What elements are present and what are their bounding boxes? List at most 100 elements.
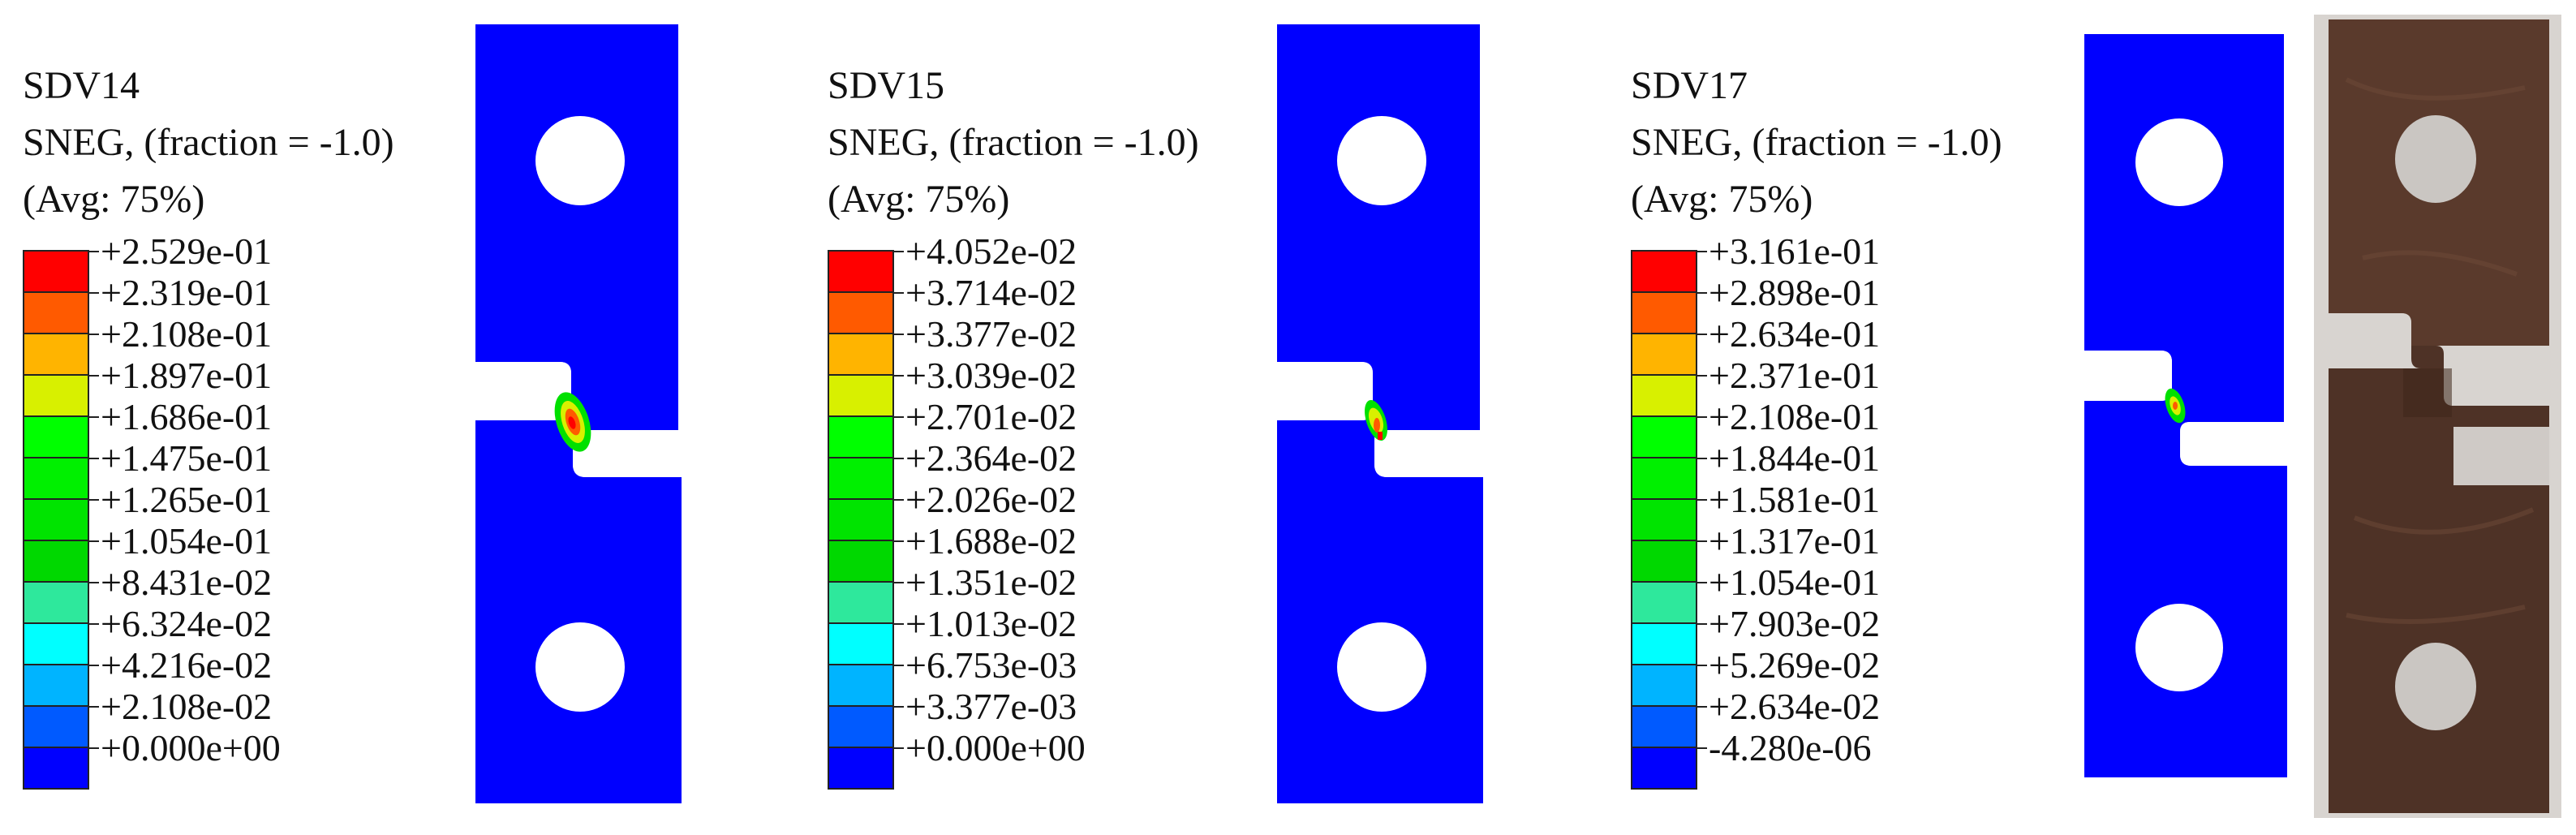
legend-averaging: (Avg: 75%)	[828, 178, 1010, 221]
colorbar-tick-label: +4.052e-02	[905, 230, 1077, 272]
colorbar-tick-mark	[1696, 334, 1707, 335]
colorbar-tick-mark	[892, 458, 904, 459]
colorbar-band	[24, 583, 88, 624]
colorbar-band	[1632, 458, 1696, 500]
lower-pin-hole	[2135, 604, 2223, 691]
colorbar-band	[1632, 541, 1696, 583]
lower-pin-hole	[535, 622, 625, 712]
notch-gap	[1374, 430, 1483, 477]
upper-bolt-hole	[2395, 115, 2476, 203]
colorbar-tick-label: +0.000e+00	[905, 727, 1086, 768]
damage-hotspot	[2165, 388, 2186, 424]
colorbar-tick-label: +2.371e-01	[1709, 355, 1881, 396]
contour-colorbar	[828, 250, 894, 790]
colorbar-tick-label: +2.634e-02	[1709, 686, 1881, 727]
colorbar-band	[1632, 583, 1696, 624]
colorbar-band	[1632, 376, 1696, 417]
colorbar-tick-label: +2.529e-01	[101, 230, 273, 272]
specimen-contour-plot	[1277, 24, 1483, 803]
colorbar-tick-mark	[892, 375, 904, 377]
specimen-contour-plot	[475, 24, 682, 803]
notch-gap	[475, 362, 571, 420]
colorbar-band	[24, 748, 88, 788]
colorbar-tick-label: +3.161e-01	[1709, 230, 1881, 272]
colorbar-band	[1632, 748, 1696, 788]
colorbar-tick-label: +2.898e-01	[1709, 272, 1881, 313]
legend-subtitle: SNEG, (fraction = -1.0)	[23, 121, 394, 164]
colorbar-tick-label: +5.269e-02	[1709, 644, 1881, 686]
colorbar-band	[24, 252, 88, 293]
colorbar-band	[829, 624, 892, 665]
colorbar-tick-mark	[1696, 375, 1707, 377]
colorbar-band	[1632, 707, 1696, 748]
notch-gap	[2084, 351, 2172, 401]
colorbar-tick-label: +3.039e-02	[905, 355, 1077, 396]
colorbar-band	[24, 541, 88, 583]
contour-colorbar	[23, 250, 89, 790]
colorbar-tick-mark	[88, 623, 99, 625]
colorbar-tick-mark	[88, 499, 99, 501]
colorbar-tick-mark	[1696, 582, 1707, 583]
colorbar-tick-label: +2.108e-02	[101, 686, 273, 727]
colorbar-tick-mark	[1696, 292, 1707, 294]
colorbar-tick-label: +3.377e-03	[905, 686, 1077, 727]
colorbar-band	[24, 500, 88, 541]
colorbar-tick-mark	[88, 582, 99, 583]
colorbar-tick-label: +1.013e-02	[905, 603, 1077, 644]
colorbar-tick-mark	[88, 706, 99, 708]
notch-shadow	[2453, 427, 2549, 485]
legend-subtitle: SNEG, (fraction = -1.0)	[1631, 121, 2002, 164]
colorbar-band	[829, 500, 892, 541]
colorbar-tick-label: +1.581e-01	[1709, 479, 1881, 520]
colorbar-tick-mark	[88, 747, 99, 749]
colorbar-band	[829, 748, 892, 788]
colorbar-tick-mark	[892, 540, 904, 542]
colorbar-band	[24, 624, 88, 665]
colorbar-tick-mark	[88, 416, 99, 418]
colorbar-band	[829, 376, 892, 417]
colorbar-band	[1632, 252, 1696, 293]
notch-gap	[2329, 313, 2421, 368]
notch-gap	[2436, 346, 2549, 406]
colorbar-band	[829, 541, 892, 583]
legend-variable-name: SDV14	[23, 64, 140, 107]
colorbar-band	[829, 707, 892, 748]
colorbar-tick-mark	[892, 706, 904, 708]
colorbar-tick-mark	[892, 334, 904, 335]
colorbar-tick-label: +3.714e-02	[905, 272, 1077, 313]
colorbar-band	[829, 583, 892, 624]
colorbar-tick-label: +3.377e-02	[905, 313, 1077, 355]
colorbar-band	[1632, 417, 1696, 458]
colorbar-tick-mark	[892, 416, 904, 418]
colorbar-band	[829, 334, 892, 376]
colorbar-tick-mark	[1696, 540, 1707, 542]
colorbar-tick-mark	[892, 499, 904, 501]
colorbar-tick-mark	[892, 623, 904, 625]
colorbar-tick-label: +6.324e-02	[101, 603, 273, 644]
fracture-region	[2403, 368, 2452, 417]
colorbar-tick-mark	[892, 747, 904, 749]
colorbar-tick-mark	[1696, 458, 1707, 459]
notch-gap	[573, 430, 682, 477]
colorbar-tick-label: +2.319e-01	[101, 272, 273, 313]
legend-variable-name: SDV15	[828, 64, 945, 107]
colorbar-tick-label: +1.844e-01	[1709, 437, 1881, 479]
legend-averaging: (Avg: 75%)	[23, 178, 205, 221]
colorbar-tick-label: +8.431e-02	[101, 562, 273, 603]
colorbar-tick-mark	[88, 665, 99, 666]
colorbar-band	[829, 417, 892, 458]
colorbar-band	[24, 417, 88, 458]
colorbar-band	[1632, 624, 1696, 665]
colorbar-tick-label: +2.026e-02	[905, 479, 1077, 520]
colorbar-tick-label: +4.216e-02	[101, 644, 273, 686]
colorbar-tick-label: +1.054e-01	[1709, 562, 1881, 603]
colorbar-tick-label: +1.054e-01	[101, 520, 273, 562]
legend-subtitle: SNEG, (fraction = -1.0)	[828, 121, 1199, 164]
colorbar-tick-mark	[88, 375, 99, 377]
colorbar-tick-mark	[1696, 623, 1707, 625]
colorbar-tick-mark	[88, 458, 99, 459]
colorbar-tick-label: +2.701e-02	[905, 396, 1077, 437]
damage-hotspot	[1365, 399, 1387, 441]
contour-colorbar	[1631, 250, 1697, 790]
colorbar-tick-mark	[1696, 251, 1707, 252]
